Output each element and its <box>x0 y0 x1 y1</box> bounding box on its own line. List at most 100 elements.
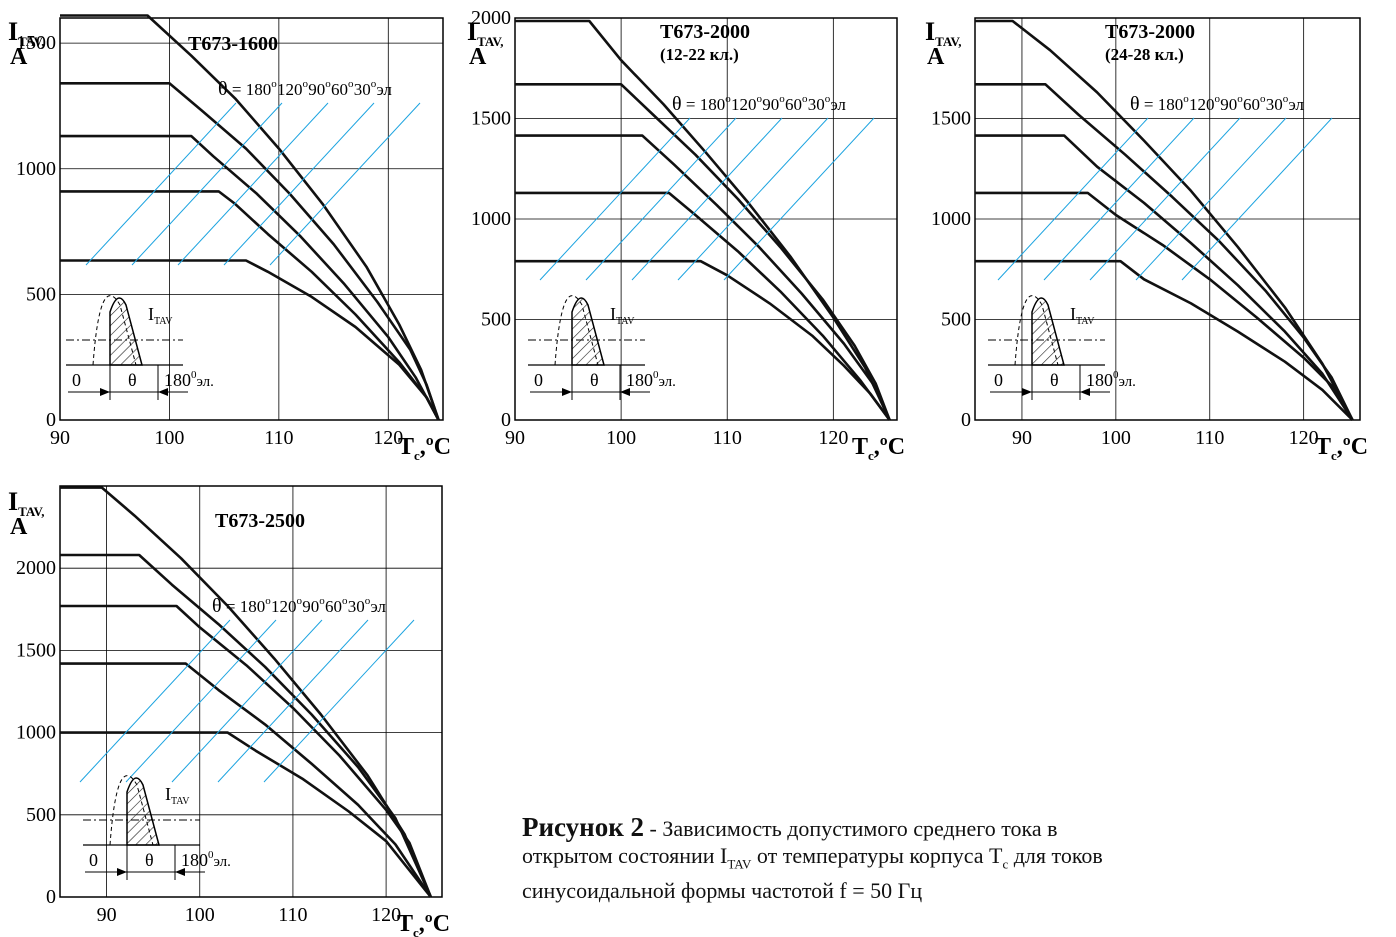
chart-panel-4: 90 100 110 1200500100015002000ITAV,ATc,ºCТ6… <box>8 485 450 937</box>
inset-theta-label: θ <box>145 850 154 870</box>
theta-guide-line <box>131 102 283 266</box>
caption-line2c: для токов <box>1008 843 1103 868</box>
caption-title: Рисунок 2 <box>522 812 645 842</box>
inset-end-label: 1800эл. <box>1086 369 1136 390</box>
curve-series-180 <box>60 14 440 421</box>
theta-guide-line <box>723 117 875 281</box>
theta-legend: θ = 180o 120o 90o 60o 30o эл <box>1130 93 1304 115</box>
inset-arrow-left <box>620 388 630 396</box>
chart-title: Т673-2000 <box>1105 21 1195 43</box>
curve-series-30 <box>515 259 891 421</box>
curve-series-90 <box>975 134 1354 421</box>
curve-series-30 <box>60 731 432 898</box>
y-tick-label: 500 <box>941 309 971 331</box>
theta-guide-line <box>585 117 737 281</box>
plot-frame <box>59 485 443 898</box>
inset-current-label: ITAV <box>1070 304 1095 327</box>
curve-series-90 <box>60 134 440 421</box>
theta-guide-line <box>997 117 1149 281</box>
x-tick-label: 100 <box>185 904 215 926</box>
caption-line3: синусоидальной формы частотой f = 50 Гц <box>522 878 923 904</box>
inset-end-label: 1800эл. <box>164 369 214 390</box>
x-tick-label: 100 <box>154 427 184 449</box>
inset-theta-label: θ <box>590 370 599 390</box>
waveform-inset: 0 θ 1800эл. ITAV <box>528 295 676 400</box>
chart-subtitle: (24-28 кл.) <box>1105 45 1184 64</box>
theta-guide-line <box>539 117 691 281</box>
inset-arrow-left <box>158 388 168 396</box>
x-axis-label: Tc,ºC <box>1315 434 1368 463</box>
x-tick-label: 120 <box>818 427 848 449</box>
theta-legend: θ = 180o 120o 90o 60o 30o эл <box>672 93 846 115</box>
y-axis-unit: A <box>469 44 487 70</box>
x-tick-label: 120 <box>371 904 401 926</box>
curve-series-120 <box>60 553 432 898</box>
inset-end-label: 1800эл. <box>626 369 676 390</box>
x-tick-label: 90 <box>50 427 70 449</box>
x-tick-label: 120 <box>1289 427 1319 449</box>
x-tick-label: 90 <box>505 427 525 449</box>
inset-conduction-area <box>126 777 160 846</box>
x-axis-label: Tc,ºC <box>398 434 451 463</box>
x-tick-label: 100 <box>1101 427 1131 449</box>
theta-guide-line <box>1135 117 1287 281</box>
x-tick-label: 90 <box>1012 427 1032 449</box>
y-tick-label: 500 <box>26 283 56 305</box>
chart-title: Т673-2000 <box>660 21 750 43</box>
theta-guide-line <box>171 619 323 783</box>
plot-frame <box>59 17 444 421</box>
inset-arrow-right <box>100 388 110 396</box>
y-tick-label: 1500 <box>931 108 971 130</box>
theta-guide-line <box>125 619 277 783</box>
curve-series-120 <box>60 82 440 421</box>
theta-guide-line <box>1089 117 1241 281</box>
y-tick-label: 0 <box>501 409 511 431</box>
theta-guide-line <box>79 619 231 783</box>
x-tick-label: 110 <box>278 904 307 926</box>
curve-series-180 <box>60 486 432 898</box>
inset-theta-label: θ <box>128 370 137 390</box>
theta-legend: θ = 180o 120o 90o 60o 30o эл <box>212 595 386 617</box>
theta-guide-line <box>677 117 829 281</box>
inset-arrow-right <box>117 868 127 876</box>
inset-zero-label: 0 <box>994 370 1003 390</box>
curve-series-90 <box>515 134 891 421</box>
chart-panel-1: 90 100 110 120050010001500ITAV,ATc,ºCТ673-1… <box>8 14 451 463</box>
y-tick-label: 500 <box>481 309 511 331</box>
inset-end-label: 1800эл. <box>181 849 231 870</box>
y-tick-label: 500 <box>26 804 56 826</box>
inset-conduction-area <box>1031 297 1065 366</box>
y-tick-label: 2000 <box>16 557 56 579</box>
y-tick-label: 1000 <box>16 158 56 180</box>
x-tick-label: 110 <box>713 427 742 449</box>
chart-title: Т673-1600 <box>188 33 278 55</box>
inset-conduction-area <box>109 297 143 366</box>
y-tick-label: 1000 <box>931 208 971 230</box>
y-tick-label: 0 <box>961 409 971 431</box>
y-tick-label: 1000 <box>16 722 56 744</box>
y-axis-unit: A <box>927 44 945 70</box>
theta-guide-line <box>263 619 415 783</box>
curve-series-120 <box>975 83 1354 421</box>
curve-series-30 <box>975 259 1354 421</box>
curve-series-30 <box>60 259 440 421</box>
y-tick-label: 0 <box>46 409 56 431</box>
theta-guide-line <box>1043 117 1195 281</box>
inset-zero-label: 0 <box>534 370 543 390</box>
curve-series-60 <box>60 662 432 898</box>
y-tick-label: 1000 <box>471 208 511 230</box>
x-tick-label: 110 <box>264 427 293 449</box>
caption-line2b: от температуры корпуса T <box>751 843 1003 868</box>
caption-line2-sub2: c <box>1002 856 1009 872</box>
inset-current-label: ITAV <box>165 784 190 807</box>
x-tick-label: 110 <box>1195 427 1224 449</box>
x-axis-label: Tc,ºC <box>852 434 905 463</box>
curve-series-60 <box>975 191 1354 421</box>
inset-arrow-right <box>562 388 572 396</box>
theta-guide-line <box>223 102 375 266</box>
theta-guide-line <box>177 102 329 266</box>
inset-arrow-right <box>1022 388 1032 396</box>
y-tick-label: 0 <box>46 886 56 908</box>
y-axis-unit: A <box>10 44 28 70</box>
